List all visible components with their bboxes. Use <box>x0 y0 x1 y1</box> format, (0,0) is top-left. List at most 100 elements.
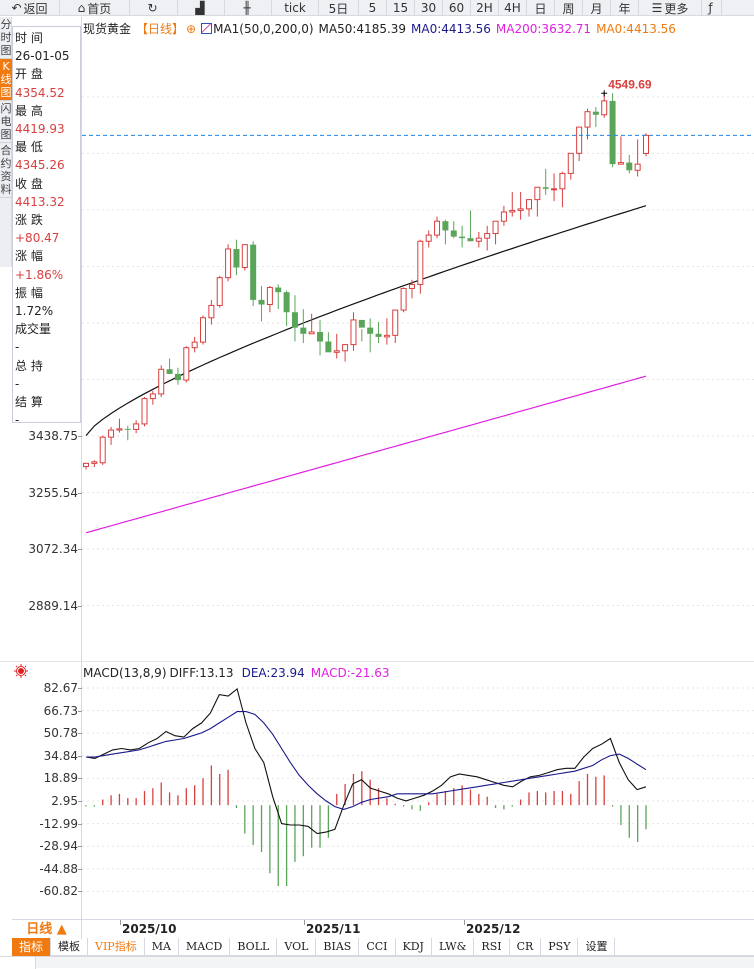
candle[interactable] <box>634 139 641 177</box>
candle[interactable] <box>425 230 432 248</box>
side-tab-1[interactable]: K线图 <box>0 59 12 101</box>
pane-divider[interactable] <box>0 661 754 662</box>
indicator-tab-rsi[interactable]: RSI <box>474 938 510 956</box>
candle[interactable] <box>149 390 156 405</box>
indicator-tab-boll[interactable]: BOLL <box>230 938 278 956</box>
candle[interactable] <box>191 336 198 353</box>
toolbar-button-60[interactable]: 60 <box>443 0 471 16</box>
candle[interactable] <box>383 318 390 345</box>
candle[interactable] <box>174 367 181 385</box>
candle[interactable] <box>275 284 282 310</box>
indicator-tab-cci[interactable]: CCI <box>359 938 396 956</box>
indicator-tab-指标[interactable]: 指标 <box>12 938 52 956</box>
indicator-tab-vip指标[interactable]: VIP指标 <box>88 938 145 956</box>
toolbar-button-5[interactable]: 5 <box>359 0 387 16</box>
toolbar-button-2H[interactable]: 2H <box>471 0 499 16</box>
candle[interactable] <box>542 168 549 195</box>
candle[interactable] <box>183 346 190 383</box>
candle[interactable] <box>124 425 131 441</box>
toolbar-button-周[interactable]: 周 <box>555 0 583 16</box>
candle[interactable] <box>509 191 516 217</box>
candle[interactable] <box>492 220 499 245</box>
candle[interactable] <box>475 232 482 248</box>
candle[interactable] <box>500 205 507 226</box>
candle[interactable] <box>576 126 583 162</box>
side-tab-2[interactable]: 闪电图 <box>0 102 12 143</box>
period-selector[interactable]: 日线 ▲ <box>12 920 82 939</box>
toolbar-button-返回[interactable]: ↶ 返回 <box>0 0 60 16</box>
indicator-tab-ma[interactable]: MA <box>145 938 179 956</box>
candle[interactable] <box>250 241 257 307</box>
candle[interactable] <box>333 333 340 359</box>
kline-chart[interactable]: 4549.69 <box>82 17 754 919</box>
toolbar-button-candlestick[interactable]: ╫ <box>225 0 272 16</box>
indicator-tab-lw&[interactable]: LW& <box>432 938 475 956</box>
candle[interactable] <box>609 93 616 168</box>
macd-settings-icon[interactable] <box>14 663 28 678</box>
toolbar-button-首页[interactable]: ⌂ 首页 <box>60 0 130 16</box>
candle[interactable] <box>367 318 374 353</box>
candle[interactable] <box>567 152 574 180</box>
candle[interactable] <box>225 244 232 282</box>
toolbar-button-更多[interactable]: ☰ 更多 <box>639 0 702 16</box>
candle[interactable] <box>133 420 140 434</box>
candle[interactable] <box>592 107 599 128</box>
candle[interactable] <box>525 199 532 217</box>
candle[interactable] <box>308 313 315 335</box>
toolbar-button-15[interactable]: 15 <box>387 0 415 16</box>
candle[interactable] <box>375 322 382 344</box>
candle[interactable] <box>300 309 307 344</box>
indicator-tab-bias[interactable]: BIAS <box>316 938 360 956</box>
candle[interactable] <box>584 108 591 140</box>
candle[interactable] <box>83 462 89 470</box>
candle[interactable] <box>241 244 248 271</box>
toolbar-button-5日[interactable]: 5日 <box>319 0 359 16</box>
candle[interactable] <box>417 239 424 294</box>
candle[interactable] <box>325 332 332 353</box>
toolbar-button-tick[interactable]: tick <box>272 0 319 16</box>
candle[interactable] <box>99 435 106 465</box>
candle[interactable] <box>141 397 148 427</box>
candle[interactable] <box>233 239 240 276</box>
toolbar-button-refresh[interactable]: ↻ <box>130 0 178 16</box>
candle[interactable] <box>626 154 633 174</box>
candle[interactable] <box>208 299 215 325</box>
candle[interactable] <box>108 426 115 445</box>
candle[interactable] <box>617 136 624 165</box>
toolbar-button-月[interactable]: 月 <box>583 0 611 16</box>
toolbar-button-4H[interactable]: 4H <box>499 0 527 16</box>
candle[interactable] <box>643 133 649 157</box>
candle[interactable] <box>601 93 608 118</box>
candle[interactable] <box>166 358 173 374</box>
candle[interactable] <box>442 219 449 245</box>
candle[interactable] <box>534 186 541 217</box>
candle[interactable] <box>551 173 558 202</box>
candle[interactable] <box>459 225 466 248</box>
candle[interactable] <box>392 309 399 344</box>
toolbar-button-年[interactable]: 年 <box>611 0 639 16</box>
toolbar-button-bar-chart[interactable]: ▟ <box>178 0 225 16</box>
indicator-tab-macd[interactable]: MACD <box>179 938 231 956</box>
candle[interactable] <box>358 319 365 342</box>
candle[interactable] <box>450 221 457 239</box>
candle[interactable] <box>559 171 566 208</box>
candle[interactable] <box>467 210 474 242</box>
indicator-tab-psy[interactable]: PSY <box>541 938 579 956</box>
toolbar-button-30[interactable]: 30 <box>415 0 443 16</box>
candle[interactable] <box>283 290 290 327</box>
indicator-tab-模板[interactable]: 模板 <box>51 938 89 956</box>
indicator-tab-设置[interactable]: 设置 <box>578 938 616 956</box>
candle[interactable] <box>116 418 123 433</box>
add-indicator-icon[interactable]: ⊕ <box>186 22 197 36</box>
ma-settings-icon[interactable] <box>201 23 213 34</box>
candle[interactable] <box>258 285 265 322</box>
side-tab-3[interactable]: 合约资料 <box>0 144 12 198</box>
indicator-tab-vol[interactable]: VOL <box>277 938 317 956</box>
candle[interactable] <box>342 343 349 362</box>
candle[interactable] <box>91 460 98 468</box>
candle[interactable] <box>266 285 273 313</box>
candle[interactable] <box>350 312 357 351</box>
period-label[interactable]: 【日线】 <box>136 22 185 36</box>
candle[interactable] <box>517 191 524 220</box>
candle[interactable] <box>158 365 165 398</box>
